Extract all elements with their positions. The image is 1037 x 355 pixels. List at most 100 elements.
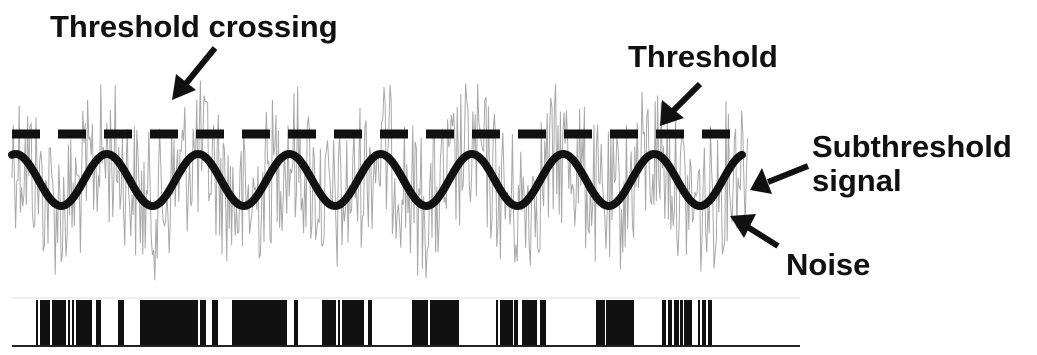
spike-bar	[438, 300, 440, 346]
spike-bar	[188, 300, 190, 346]
spike-bar	[82, 300, 84, 346]
spike-bar	[84, 300, 86, 346]
spike-bar	[168, 300, 171, 346]
spike-bar	[260, 300, 263, 346]
spike-bar	[78, 300, 80, 346]
spike-bar	[670, 300, 672, 346]
spike-bar	[346, 300, 348, 346]
spike-bar	[284, 300, 287, 346]
spike-bar	[354, 300, 356, 346]
spike-bar	[418, 300, 420, 346]
spike-bar	[524, 300, 526, 346]
spike-bar	[544, 300, 546, 346]
spike-bar	[150, 300, 152, 346]
spike-bar	[618, 300, 620, 346]
spike-bar	[46, 300, 49, 346]
spike-bar	[612, 300, 614, 346]
spike-bar	[608, 300, 610, 346]
spike-bar	[454, 300, 456, 346]
spike-bar	[616, 300, 618, 346]
spike-bar	[120, 300, 122, 346]
spike-bar	[254, 300, 256, 346]
spike-bar	[322, 300, 324, 346]
spike-bar	[178, 300, 181, 346]
spike-bar	[214, 300, 216, 346]
spike-bar	[48, 300, 50, 346]
spike-bar	[142, 300, 144, 346]
spike-bar	[172, 300, 175, 346]
spike-bar	[204, 300, 206, 346]
spike-bar	[530, 300, 532, 346]
spike-bar	[44, 300, 46, 346]
spike-bar	[514, 300, 516, 346]
spike-bar	[276, 300, 279, 346]
subthreshold-signal-label-line1: Subthreshold	[812, 129, 1012, 164]
spike-bar	[622, 300, 625, 346]
spike-bar	[508, 300, 511, 346]
spike-bar	[620, 300, 622, 346]
spike-bar	[358, 300, 360, 346]
spike-bar	[440, 300, 443, 346]
spike-bar	[152, 300, 154, 346]
spike-bar	[338, 300, 340, 346]
spike-train	[36, 300, 712, 346]
noise-label: Noise	[786, 247, 871, 282]
spike-bar	[502, 300, 504, 346]
spike-bar	[140, 300, 142, 346]
spike-bar	[272, 300, 274, 346]
spike-bar	[352, 300, 355, 346]
spike-bar	[708, 300, 711, 346]
spike-bar	[442, 300, 444, 346]
spike-bar	[146, 300, 149, 346]
spike-bar	[192, 300, 195, 346]
spike-bar	[190, 300, 192, 346]
spike-bar	[684, 300, 687, 346]
spike-bar	[236, 300, 238, 346]
spike-bar	[282, 300, 284, 346]
spike-bar	[680, 300, 683, 346]
spike-bar	[450, 300, 452, 346]
spike-bar	[632, 300, 634, 346]
spike-bar	[54, 300, 57, 346]
spike-bar	[368, 300, 371, 346]
spike-bar	[238, 300, 241, 346]
spike-bar	[264, 300, 267, 346]
spike-bar	[686, 300, 688, 346]
spike-bar	[164, 300, 166, 346]
spike-bar	[270, 300, 272, 346]
spike-bar	[506, 300, 509, 346]
spike-bar	[690, 300, 692, 346]
spike-bar	[294, 300, 297, 346]
spike-bar	[52, 300, 54, 346]
spike-bar	[596, 300, 598, 346]
spike-bar	[248, 300, 250, 346]
spike-bar	[542, 300, 544, 346]
spike-bar	[420, 300, 422, 346]
spike-bar	[452, 300, 455, 346]
threshold-label: Threshold	[628, 39, 778, 74]
spike-bar	[98, 300, 101, 346]
spike-bar	[602, 300, 605, 346]
spike-bar	[522, 300, 524, 346]
spike-bar	[182, 300, 184, 346]
spike-bar	[144, 300, 146, 346]
spike-bar	[250, 300, 253, 346]
arrow-threshold-crossing	[172, 46, 218, 100]
spike-bar	[504, 300, 507, 346]
spike-bar	[242, 300, 244, 346]
arrow-threshold	[660, 81, 703, 126]
spike-bar	[90, 300, 92, 346]
arrow-noise	[730, 214, 780, 249]
spike-bar	[96, 300, 99, 346]
spike-bar	[330, 300, 333, 346]
spike-bar	[698, 300, 700, 346]
spike-bar	[258, 300, 261, 346]
spike-bar	[444, 300, 447, 346]
spike-bar	[414, 300, 416, 346]
spike-bar	[60, 300, 62, 346]
spike-bar	[446, 300, 448, 346]
spike-bar	[36, 300, 38, 346]
threshold-crossing-label: Threshold crossing	[50, 9, 338, 44]
spike-bar	[252, 300, 254, 346]
